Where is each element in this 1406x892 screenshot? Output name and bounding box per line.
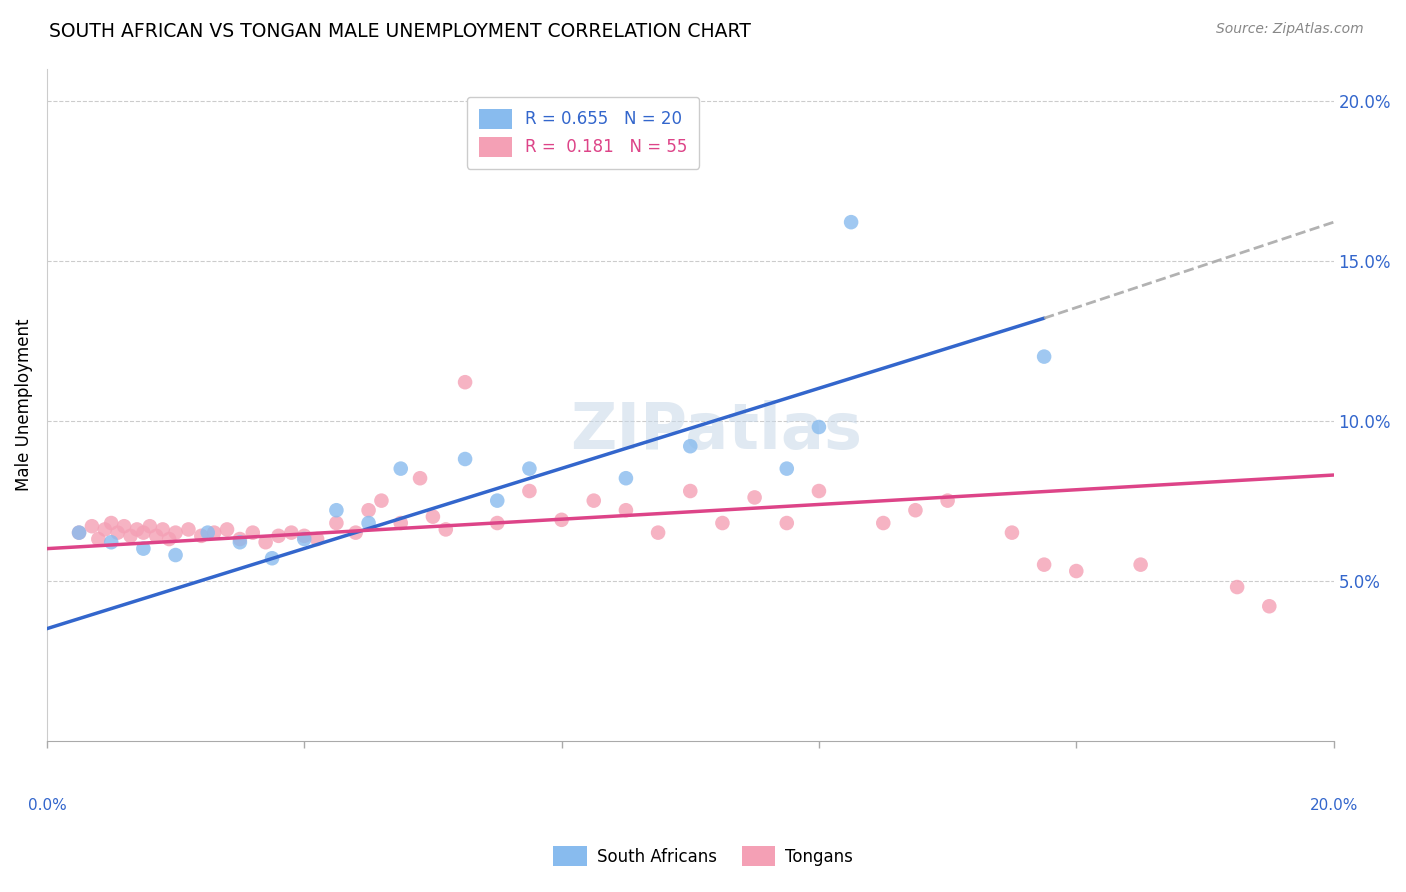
Point [839,215,862,229]
Text: 20.0%: 20.0% [1309,798,1358,814]
Text: 0.0%: 0.0% [28,798,66,814]
Point [454,375,477,389]
Point [325,516,347,530]
Point [100,535,122,549]
Point [292,532,315,546]
Point [132,525,155,540]
Point [744,491,766,505]
Point [100,516,122,530]
Legend: R = 0.655   N = 20, R =  0.181   N = 55: R = 0.655 N = 20, R = 0.181 N = 55 [467,97,699,169]
Point [125,523,148,537]
Point [389,461,412,475]
Point [215,523,238,537]
Point [389,516,412,530]
Point [197,525,219,540]
Point [242,525,264,540]
Point [519,461,541,475]
Point [67,525,90,540]
Text: ZIPatlas: ZIPatlas [569,401,862,462]
Point [409,471,432,485]
Point [94,523,117,537]
Point [132,541,155,556]
Point [1033,350,1056,364]
Point [486,493,509,508]
Point [711,516,734,530]
Point [422,509,444,524]
Point [357,516,380,530]
Point [807,420,830,434]
Legend: South Africans, Tongans: South Africans, Tongans [546,838,860,875]
Point [357,503,380,517]
Point [344,525,367,540]
Point [87,532,110,546]
Point [202,525,225,540]
Point [370,493,392,508]
Point [107,525,129,540]
Point [229,535,252,549]
Point [1001,525,1024,540]
Point [262,551,284,566]
Y-axis label: Male Unemployment: Male Unemployment [15,318,32,491]
Text: Source: ZipAtlas.com: Source: ZipAtlas.com [1216,22,1364,37]
Text: SOUTH AFRICAN VS TONGAN MALE UNEMPLOYMENT CORRELATION CHART: SOUTH AFRICAN VS TONGAN MALE UNEMPLOYMEN… [49,22,751,41]
Point [165,548,187,562]
Point [67,525,90,540]
Point [434,523,457,537]
Point [1226,580,1249,594]
Point [165,525,187,540]
Point [807,483,830,498]
Point [307,532,329,546]
Point [679,439,702,453]
Point [190,529,212,543]
Point [292,529,315,543]
Point [80,519,103,533]
Point [936,493,959,508]
Point [157,532,180,546]
Point [904,503,927,517]
Point [280,525,302,540]
Point [1064,564,1087,578]
Point [454,452,477,467]
Point [1258,599,1281,614]
Point [582,493,605,508]
Point [519,483,541,498]
Point [145,529,167,543]
Point [872,516,894,530]
Point [120,529,142,543]
Point [112,519,135,533]
Point [177,523,200,537]
Point [776,461,799,475]
Point [254,535,277,549]
Point [776,516,799,530]
Point [550,513,572,527]
Point [647,525,669,540]
Point [325,503,347,517]
Point [614,503,637,517]
Point [1129,558,1152,572]
Point [139,519,162,533]
Point [679,483,702,498]
Point [486,516,509,530]
Point [152,523,174,537]
Point [614,471,637,485]
Point [229,532,252,546]
Point [1033,558,1056,572]
Point [267,529,290,543]
